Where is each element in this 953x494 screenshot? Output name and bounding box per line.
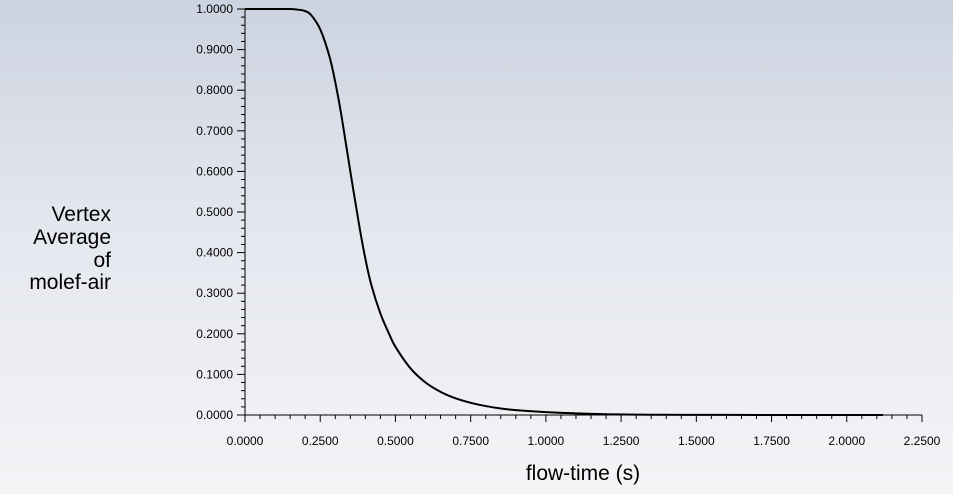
x-tick-label: 1.5000	[678, 434, 715, 448]
x-tick-label: 2.0000	[828, 434, 865, 448]
series-line	[245, 7, 883, 417]
y-tick-label: 0.2000	[196, 327, 233, 341]
y-axis-title-line: Average	[33, 226, 111, 249]
series-layer	[245, 7, 883, 417]
x-axis-title: flow-time (s)	[526, 462, 640, 485]
y-tick-label: 0.3000	[196, 286, 233, 300]
axes	[244, 9, 922, 416]
y-tick-label: 0.6000	[196, 164, 233, 178]
x-tick-label: 1.7500	[753, 434, 790, 448]
y-axis-title-line: Vertex	[51, 203, 111, 226]
y-tick-label: 0.1000	[196, 367, 233, 381]
x-tick-label: 2.2500	[904, 434, 941, 448]
y-tick-label: 0.8000	[196, 83, 233, 97]
x-tick-label: 1.2500	[603, 434, 640, 448]
y-tick-label: 0.7000	[196, 124, 233, 138]
x-tick-label: 0.2500	[302, 434, 339, 448]
y-tick-label: 1.0000	[196, 2, 233, 16]
x-tick-label: 0.0000	[227, 434, 264, 448]
y-axis-title: Vertex Average of molef-air	[29, 203, 111, 294]
x-tick-label: 0.7500	[452, 434, 489, 448]
y-tick-label: 0.5000	[196, 205, 233, 219]
y-tick-label: 0.9000	[196, 43, 233, 57]
x-tick-label: 1.0000	[528, 434, 565, 448]
y-axis-title-line: molef-air	[29, 271, 111, 294]
y-tick-label: 0.4000	[196, 246, 233, 260]
y-tick-label: 0.0000	[196, 408, 233, 422]
x-tick-label: 0.5000	[377, 434, 414, 448]
ticks: 0.0000 0.1000 0.2000 0.3000 0.4000 0.5000 0.60…	[196, 2, 940, 448]
y-axis-title-line: of	[93, 249, 111, 272]
